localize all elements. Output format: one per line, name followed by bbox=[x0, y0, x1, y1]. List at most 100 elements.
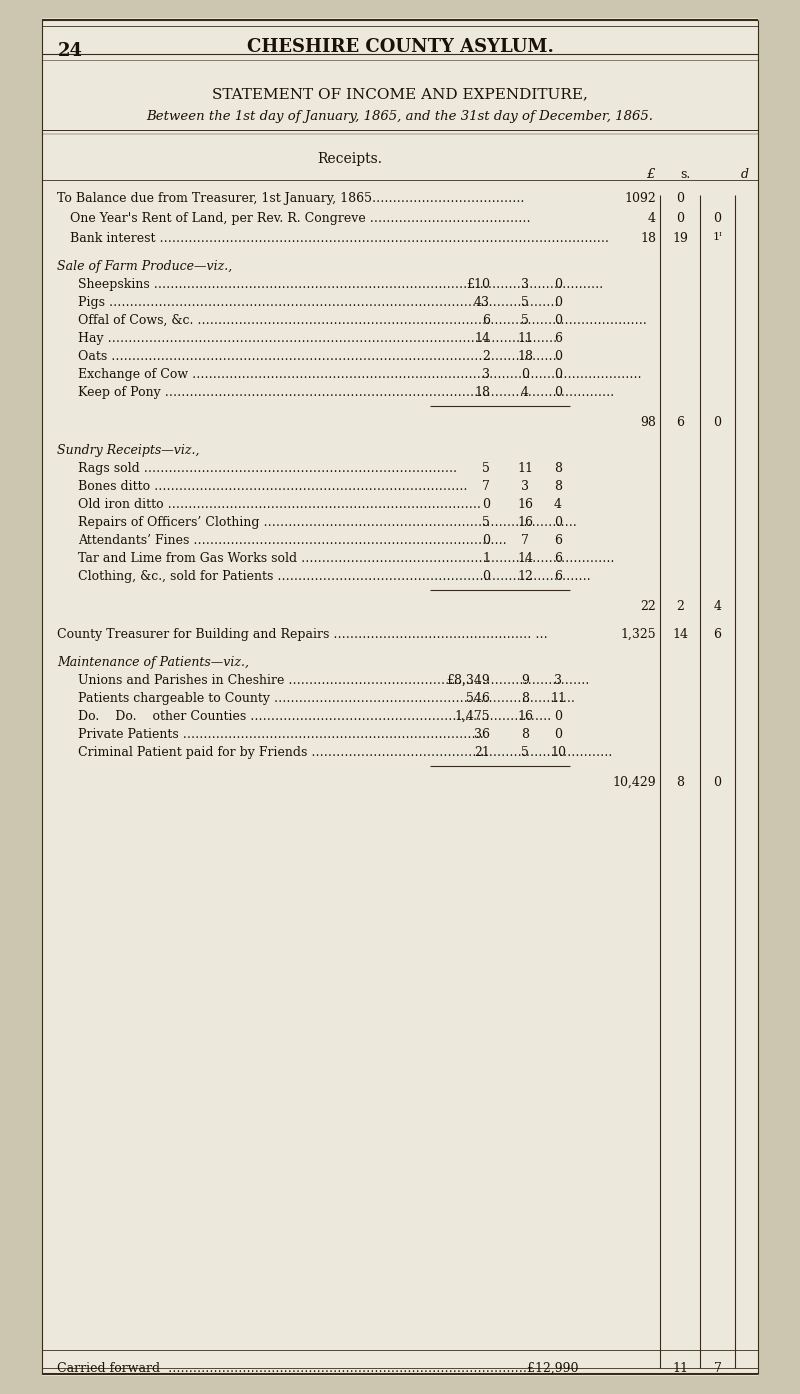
Text: 43: 43 bbox=[474, 296, 490, 309]
Text: 3: 3 bbox=[521, 277, 529, 291]
Text: 22: 22 bbox=[640, 599, 656, 613]
Text: 21: 21 bbox=[474, 746, 490, 758]
Text: 6: 6 bbox=[676, 415, 684, 429]
Text: Attendants’ Fines ………………………………………………………………….: Attendants’ Fines …………………………………………………………… bbox=[78, 534, 506, 546]
Text: 8: 8 bbox=[554, 461, 562, 475]
Text: 4: 4 bbox=[554, 498, 562, 512]
Text: 1,475: 1,475 bbox=[454, 710, 490, 723]
Text: 0: 0 bbox=[676, 212, 684, 224]
Text: 6: 6 bbox=[554, 534, 562, 546]
Text: Bones ditto ………………………………………………………………….: Bones ditto …………………………………………………………………. bbox=[78, 480, 467, 493]
Text: 3: 3 bbox=[554, 675, 562, 687]
Text: Sheepskins ……………………………………………………………………………………………….: Sheepskins ……………………………………………………………………………… bbox=[78, 277, 603, 291]
Text: 10,429: 10,429 bbox=[612, 776, 656, 789]
Text: Between the 1st day of January, 1865, and the 31st day of December, 1865.: Between the 1st day of January, 1865, an… bbox=[146, 110, 654, 123]
Text: 24: 24 bbox=[58, 42, 83, 60]
Text: Pigs ……………………………………………………………………………………………….: Pigs ……………………………………………………………………………………………… bbox=[78, 296, 558, 309]
Text: 5: 5 bbox=[482, 461, 490, 475]
Text: Rags sold ………………………………………………………………….: Rags sold …………………………………………………………………. bbox=[78, 461, 457, 475]
Text: 0: 0 bbox=[714, 415, 722, 429]
Text: 18: 18 bbox=[474, 386, 490, 399]
Text: 5: 5 bbox=[521, 296, 529, 309]
Text: 7: 7 bbox=[521, 534, 529, 546]
Text: 0: 0 bbox=[482, 534, 490, 546]
Text: £10: £10 bbox=[466, 277, 490, 291]
Text: 18: 18 bbox=[640, 231, 656, 245]
Text: 98: 98 bbox=[640, 415, 656, 429]
Text: 11: 11 bbox=[517, 461, 533, 475]
Text: 0: 0 bbox=[554, 314, 562, 328]
Text: 0: 0 bbox=[554, 368, 562, 381]
Text: 16: 16 bbox=[517, 516, 533, 528]
Text: STATEMENT OF INCOME AND EXPENDITURE,: STATEMENT OF INCOME AND EXPENDITURE, bbox=[212, 86, 588, 100]
Text: Tar and Lime from Gas Works sold ………………………………………………………………….: Tar and Lime from Gas Works sold …………………… bbox=[78, 552, 614, 565]
Text: Offal of Cows, &c. ……………………………………………………………………………………………….: Offal of Cows, &c. ………………………………………………………… bbox=[78, 314, 646, 328]
Bar bbox=[42, 18, 758, 1376]
Text: CHESHIRE COUNTY ASYLUM.: CHESHIRE COUNTY ASYLUM. bbox=[246, 38, 554, 56]
Text: 14: 14 bbox=[517, 552, 533, 565]
Text: 0: 0 bbox=[554, 277, 562, 291]
Text: 6: 6 bbox=[554, 332, 562, 344]
Text: Old iron ditto ………………………………………………………………….: Old iron ditto …………………………………………………………………… bbox=[78, 498, 481, 512]
Text: 5: 5 bbox=[482, 516, 490, 528]
Text: 0: 0 bbox=[554, 296, 562, 309]
Text: 0: 0 bbox=[554, 350, 562, 362]
Text: 0: 0 bbox=[521, 368, 529, 381]
Text: 11: 11 bbox=[517, 332, 533, 344]
Text: 4: 4 bbox=[714, 599, 722, 613]
Text: 0: 0 bbox=[554, 728, 562, 742]
Text: Patients chargeable to County ……………………………………………………………….: Patients chargeable to County …………………………… bbox=[78, 691, 575, 705]
Text: Criminal Patient paid for by Friends ……………………………………………………………….: Criminal Patient paid for by Friends ………… bbox=[78, 746, 612, 758]
Text: 546: 546 bbox=[466, 691, 490, 705]
Text: d: d bbox=[741, 169, 749, 181]
Text: Receipts.: Receipts. bbox=[318, 152, 382, 166]
Text: 0: 0 bbox=[482, 570, 490, 583]
Text: 5: 5 bbox=[521, 746, 529, 758]
Text: County Treasurer for Building and Repairs ………………………………………… …: County Treasurer for Building and Repair… bbox=[57, 629, 548, 641]
Text: 3: 3 bbox=[482, 368, 490, 381]
Text: Bank interest ……………………………………………………………………………………………….: Bank interest ……………………………………………………………………… bbox=[70, 231, 609, 245]
Text: 19: 19 bbox=[672, 231, 688, 245]
Text: Hay ……………………………………………………………………………………………….: Hay ………………………………………………………………………………………………… bbox=[78, 332, 557, 344]
Text: 7: 7 bbox=[714, 1362, 722, 1374]
Text: Oats ……………………………………………………………………………………………….: Oats ……………………………………………………………………………………………… bbox=[78, 350, 561, 362]
Text: 0: 0 bbox=[714, 776, 722, 789]
Text: One Year's Rent of Land, per Rev. R. Congreve …………………………………: One Year's Rent of Land, per Rev. R. Con… bbox=[70, 212, 530, 224]
Text: 1,325: 1,325 bbox=[620, 629, 656, 641]
Text: Keep of Pony ……………………………………………………………………………………………….: Keep of Pony ………………………………………………………………………… bbox=[78, 386, 614, 399]
Text: Repairs of Officers’ Clothing ………………………………………………………………….: Repairs of Officers’ Clothing …………………………… bbox=[78, 516, 577, 528]
Text: 0: 0 bbox=[676, 192, 684, 205]
Text: 12: 12 bbox=[517, 570, 533, 583]
Text: 1ᴵ: 1ᴵ bbox=[713, 231, 722, 243]
Text: 8: 8 bbox=[554, 480, 562, 493]
Text: 0: 0 bbox=[554, 710, 562, 723]
Text: 7: 7 bbox=[482, 480, 490, 493]
Text: 14: 14 bbox=[672, 629, 688, 641]
Text: 0: 0 bbox=[714, 212, 722, 224]
Text: 3: 3 bbox=[521, 480, 529, 493]
Text: Exchange of Cow ……………………………………………………………………………………………….: Exchange of Cow ………………………………………………………………… bbox=[78, 368, 642, 381]
Text: £8,349: £8,349 bbox=[446, 675, 490, 687]
Text: 8: 8 bbox=[521, 728, 529, 742]
Text: 6: 6 bbox=[554, 570, 562, 583]
Text: s.: s. bbox=[680, 169, 690, 181]
Text: 1: 1 bbox=[482, 552, 490, 565]
Text: 36: 36 bbox=[474, 728, 490, 742]
Text: 0: 0 bbox=[554, 386, 562, 399]
Text: Unions and Parishes in Cheshire ……………………………………………………………….: Unions and Parishes in Cheshire ……………………… bbox=[78, 675, 590, 687]
Text: 8: 8 bbox=[676, 776, 684, 789]
Text: 2: 2 bbox=[676, 599, 684, 613]
Text: 11: 11 bbox=[550, 691, 566, 705]
Text: £: £ bbox=[646, 169, 654, 181]
Text: 4: 4 bbox=[648, 212, 656, 224]
Text: 5: 5 bbox=[521, 314, 529, 328]
Text: 1092: 1092 bbox=[624, 192, 656, 205]
Text: 16: 16 bbox=[517, 498, 533, 512]
Text: 0: 0 bbox=[554, 516, 562, 528]
Text: Maintenance of Patients—viz.,: Maintenance of Patients—viz., bbox=[57, 657, 249, 669]
Text: Sundry Receipts—viz.,: Sundry Receipts—viz., bbox=[57, 445, 199, 457]
Text: 16: 16 bbox=[517, 710, 533, 723]
Text: 11: 11 bbox=[672, 1362, 688, 1374]
Text: 6: 6 bbox=[714, 629, 722, 641]
Text: 8: 8 bbox=[521, 691, 529, 705]
